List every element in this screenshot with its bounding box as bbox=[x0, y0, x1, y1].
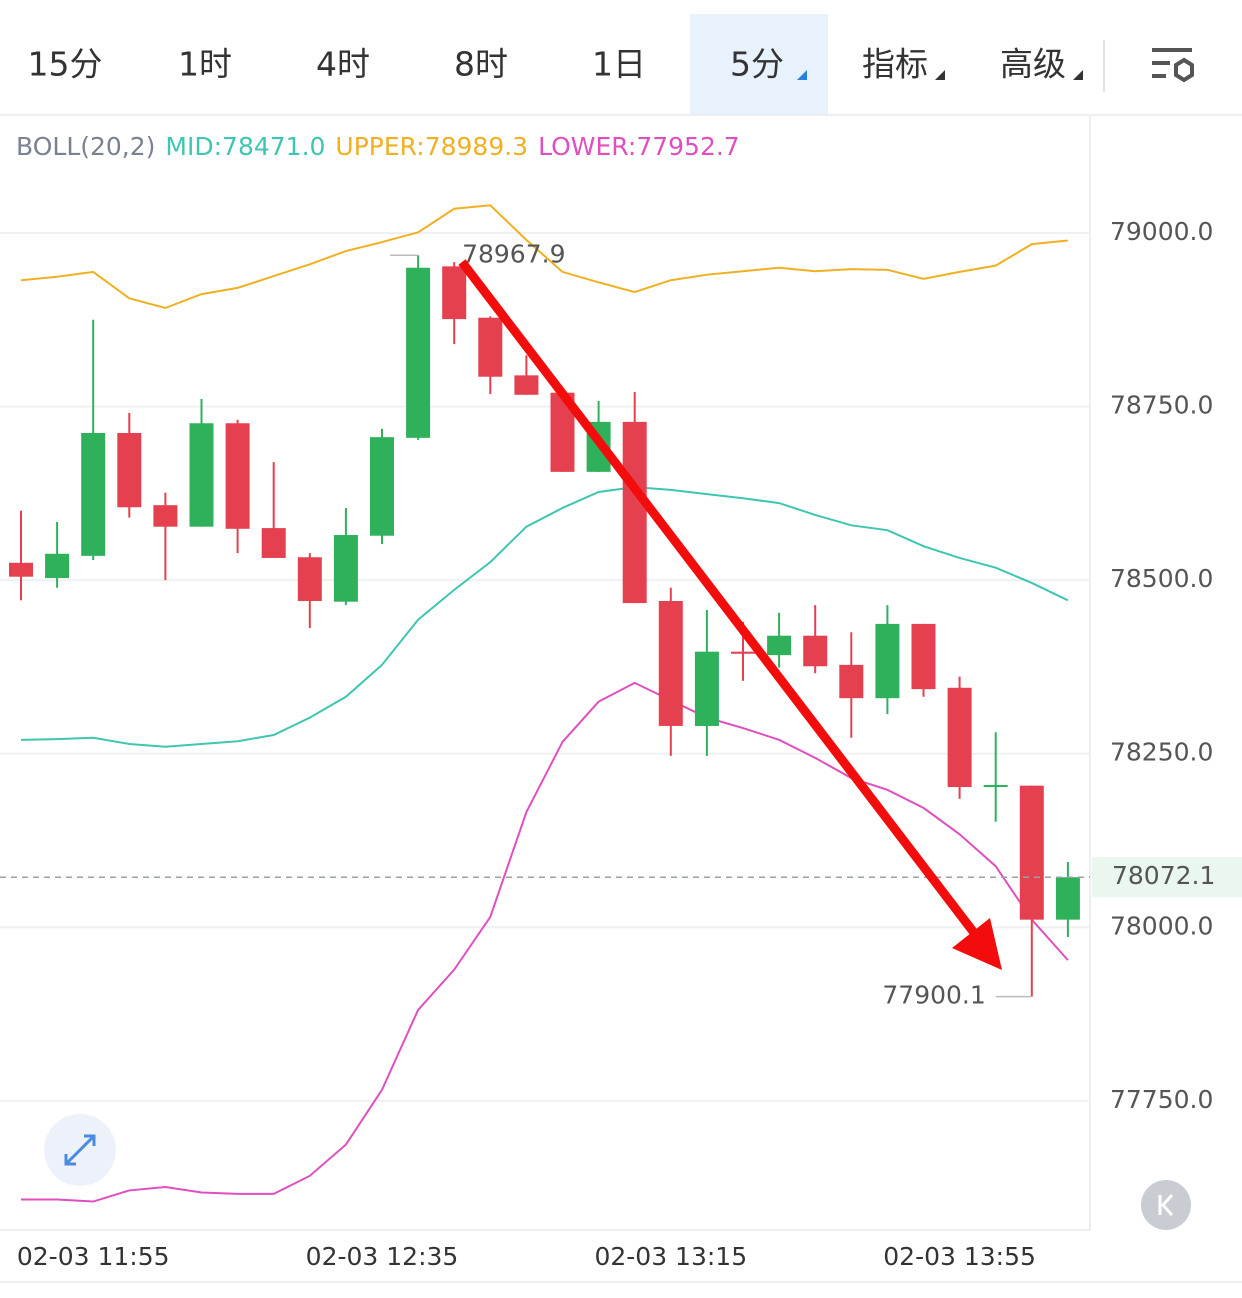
trend-arrow-shaft bbox=[458, 259, 982, 941]
candle-body bbox=[1055, 877, 1080, 920]
candle-body bbox=[442, 266, 467, 320]
dropdown-caret bbox=[935, 70, 945, 80]
indicator-legend: BOLL(20,2) MID:78471.0 UPPER:78989.3 LOWER:… bbox=[16, 132, 740, 161]
y-tick-label: 78500.0 bbox=[1110, 564, 1213, 593]
candle-body bbox=[694, 651, 719, 726]
overlay: 78967.9 77900.1 bbox=[390, 239, 1032, 1010]
candle-body bbox=[45, 553, 70, 579]
x-tick-label: 02-03 12:35 bbox=[306, 1242, 459, 1271]
candle-body bbox=[478, 317, 503, 377]
dropdown-caret bbox=[1073, 70, 1083, 80]
last-price-label: 78072.1 bbox=[1112, 861, 1215, 890]
indicator-line bbox=[21, 681, 1069, 1203]
candle-body bbox=[189, 423, 214, 527]
low-marker-label: 77900.1 bbox=[882, 981, 985, 1010]
candle-body bbox=[658, 600, 683, 726]
candle-body bbox=[875, 623, 900, 699]
candle-body bbox=[297, 557, 322, 601]
candle-body bbox=[370, 437, 394, 536]
y-tick-label: 78000.0 bbox=[1110, 911, 1213, 940]
candle-body bbox=[947, 687, 972, 788]
candle-body bbox=[153, 505, 178, 527]
tab[interactable]: 1日 bbox=[592, 45, 646, 84]
y-tick-label: 79000.0 bbox=[1110, 217, 1213, 246]
candle-body bbox=[514, 375, 539, 395]
candle-body bbox=[9, 562, 33, 577]
plot: 78072.1 bbox=[0, 204, 1242, 1203]
icon-hex bbox=[1174, 57, 1194, 83]
candle-body bbox=[983, 784, 1008, 788]
x-tick-label: 02-03 11:55 bbox=[17, 1242, 170, 1271]
candle-body bbox=[406, 267, 431, 438]
candle-body bbox=[117, 432, 142, 508]
active-tab-bg bbox=[690, 14, 828, 115]
high-marker-label: 78967.9 bbox=[462, 239, 565, 268]
tab[interactable]: 4时 bbox=[316, 45, 370, 84]
candle-body bbox=[1019, 785, 1044, 920]
last-price-bg bbox=[1092, 857, 1242, 898]
indicator-line bbox=[20, 486, 1069, 748]
x-tick-label: 02-03 13:15 bbox=[594, 1242, 747, 1271]
candle-body bbox=[261, 528, 286, 558]
candle-body bbox=[333, 535, 358, 602]
indicator-label: MID:78471.0 bbox=[165, 132, 325, 161]
tab[interactable]: 15分 bbox=[28, 45, 103, 84]
tab[interactable]: 1时 bbox=[178, 45, 232, 84]
candle-body bbox=[803, 635, 828, 667]
indicator-label: UPPER:78989.3 bbox=[335, 132, 528, 161]
y-tick-label: 78750.0 bbox=[1110, 391, 1213, 420]
tab[interactable]: 指标 bbox=[862, 45, 928, 84]
expand-icon bbox=[64, 1134, 96, 1166]
indicator-title: BOLL(20,2) bbox=[16, 132, 155, 161]
indicator-line bbox=[20, 204, 1069, 310]
candle-body bbox=[767, 635, 792, 656]
y-tick-label: 78250.0 bbox=[1110, 738, 1213, 767]
candle-body bbox=[622, 421, 647, 604]
candle-body bbox=[731, 651, 755, 654]
button-bg bbox=[1141, 1180, 1191, 1230]
tab[interactable]: 8时 bbox=[454, 45, 508, 84]
tab[interactable]: 5分 bbox=[730, 45, 784, 84]
y-tick-label: 77750.0 bbox=[1110, 1085, 1213, 1114]
settings-icon[interactable] bbox=[1152, 48, 1194, 83]
collapse-icon bbox=[1158, 1193, 1174, 1217]
dropdown-caret bbox=[797, 70, 807, 80]
x-tick-label: 02-03 13:55 bbox=[883, 1242, 1036, 1271]
candle-body bbox=[911, 623, 936, 690]
candle-body bbox=[81, 432, 106, 556]
tab[interactable]: 高级 bbox=[1000, 45, 1066, 84]
candle-body bbox=[839, 664, 864, 699]
expand-button[interactable] bbox=[44, 1114, 116, 1186]
indicator-label: LOWER:77952.7 bbox=[538, 132, 740, 161]
candle-body bbox=[225, 423, 250, 529]
collapse-button[interactable] bbox=[1141, 1180, 1191, 1230]
trend-arrow-head bbox=[952, 918, 1002, 970]
